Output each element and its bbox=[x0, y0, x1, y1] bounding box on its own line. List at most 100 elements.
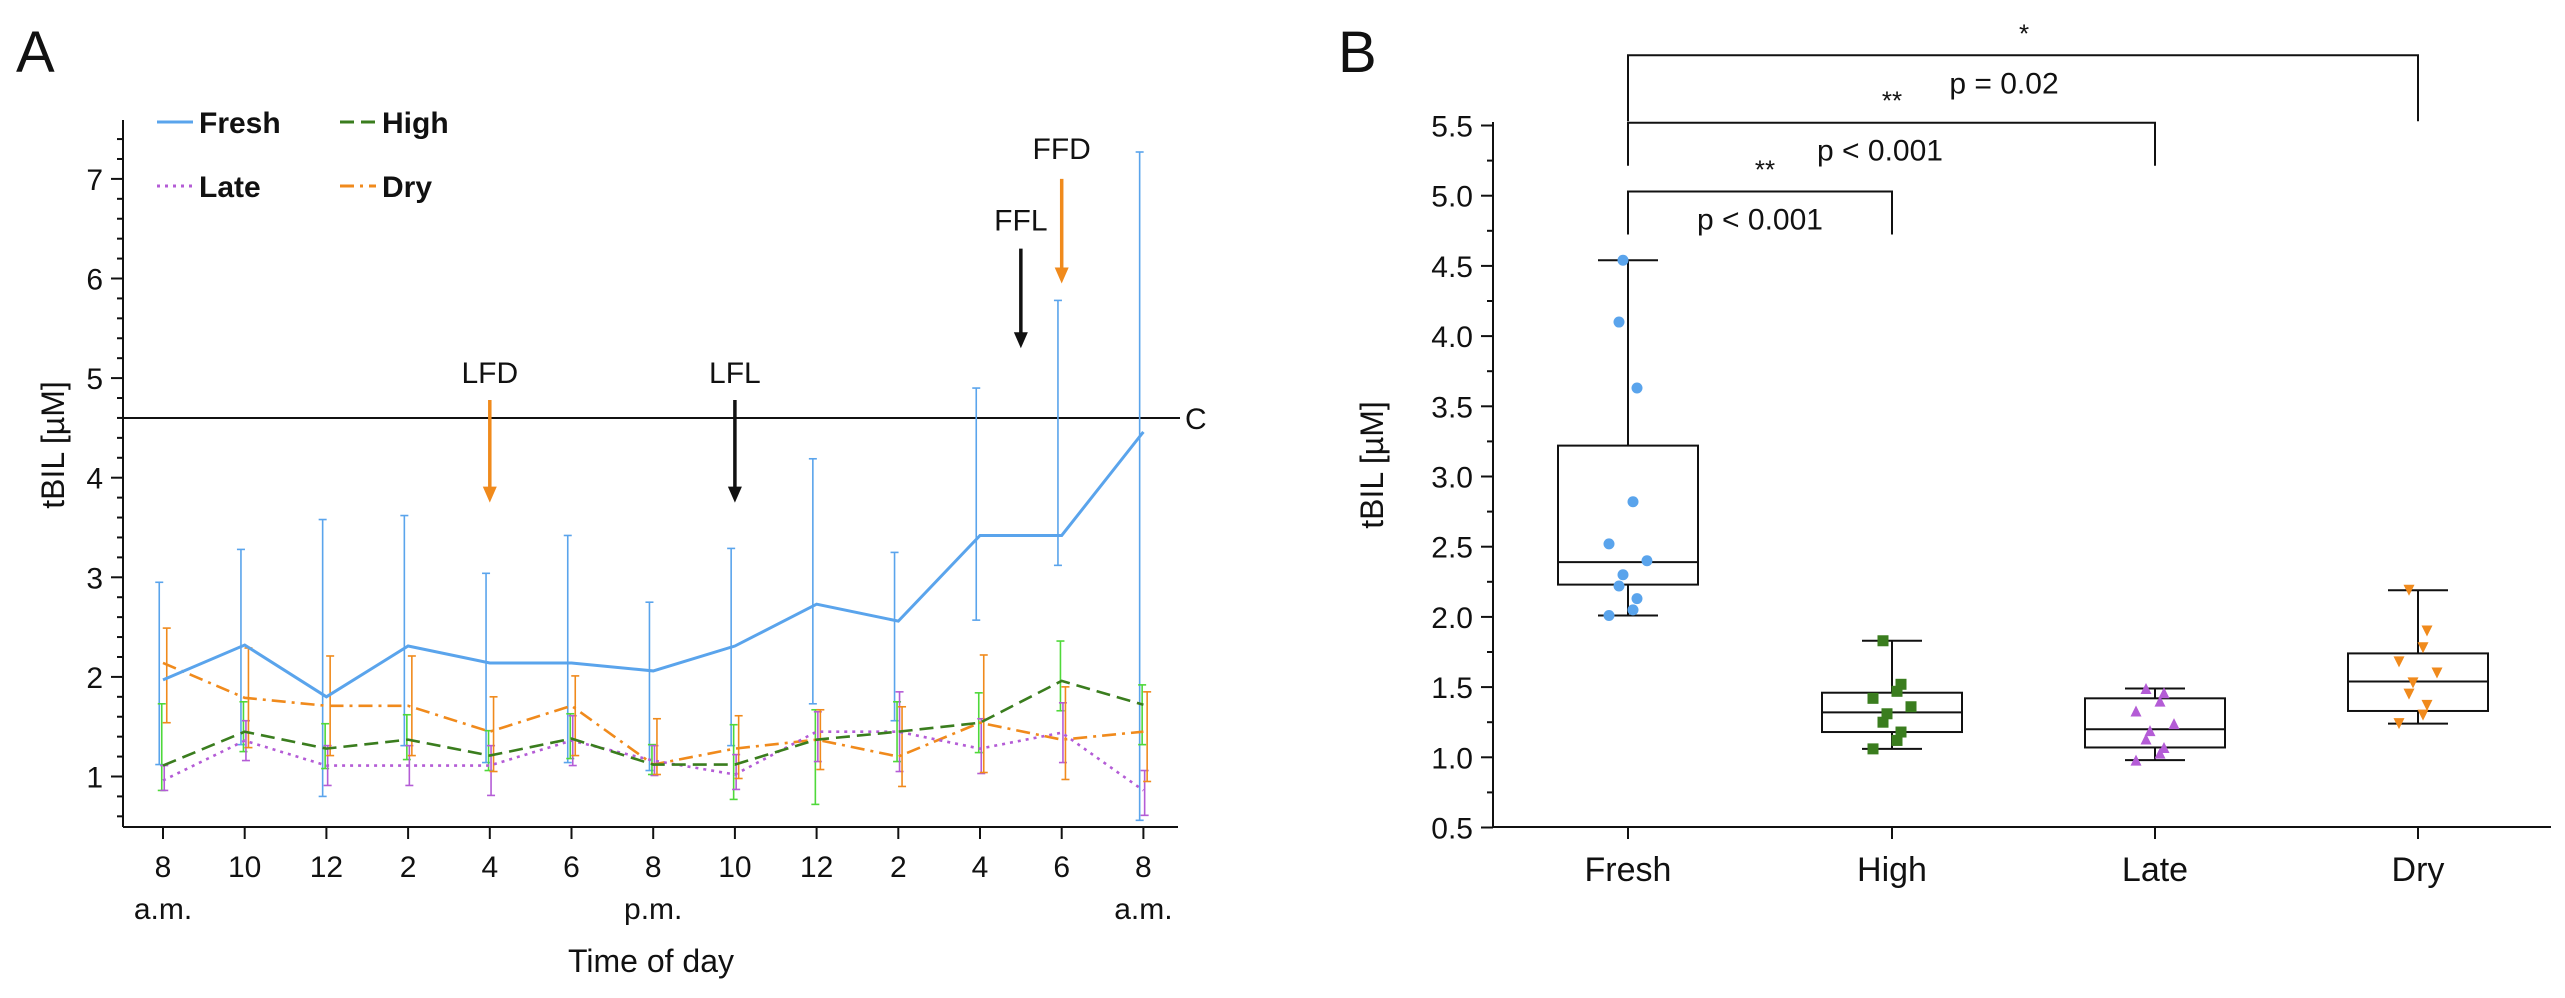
panel-a-legend: Fresh High Late Dry bbox=[157, 107, 449, 204]
panel-a-reference-line: C bbox=[123, 403, 1207, 436]
y-tick-label: 3 bbox=[86, 562, 103, 595]
y-tick-label: 5.5 bbox=[1431, 111, 1473, 144]
y-tick-label: 4.5 bbox=[1431, 251, 1473, 284]
series-line-late bbox=[162, 730, 1145, 792]
annotation-arrow-head bbox=[1013, 332, 1028, 349]
legend-label-fresh: Fresh bbox=[199, 107, 281, 140]
x-tick-label: 8 bbox=[155, 851, 172, 884]
y-tick-label: 1.5 bbox=[1431, 672, 1473, 705]
y-tick-label: 1.0 bbox=[1431, 742, 1473, 775]
x-tick-label: 12 bbox=[800, 851, 833, 884]
box-iqr bbox=[2084, 697, 2226, 749]
data-point bbox=[2403, 584, 2415, 596]
data-point bbox=[1613, 316, 1625, 328]
x-tick-sublabel: a.m. bbox=[1114, 893, 1172, 926]
data-point bbox=[2154, 695, 2166, 707]
data-point bbox=[1603, 538, 1615, 550]
box-fresh bbox=[1557, 254, 1699, 621]
x-tick-label: 12 bbox=[310, 851, 343, 884]
x-tick-label: Dry bbox=[2392, 851, 2445, 889]
x-tick-label: 10 bbox=[228, 851, 261, 884]
panel-b-y-axis-label: tBIL [µM] bbox=[1354, 401, 1390, 529]
x-tick-label: 4 bbox=[481, 851, 498, 884]
x-tick-label: 2 bbox=[890, 851, 907, 884]
x-tick-label: 2 bbox=[400, 851, 417, 884]
y-tick-label: 6 bbox=[86, 264, 103, 297]
data-point bbox=[1877, 716, 1889, 728]
data-point bbox=[1891, 685, 1903, 697]
significance-bracket bbox=[1627, 190, 1893, 235]
data-point bbox=[2417, 642, 2429, 654]
annotation-label-lfd: LFD bbox=[461, 357, 518, 390]
data-point bbox=[1603, 609, 1615, 621]
data-point bbox=[2154, 747, 2166, 759]
x-tick-label: High bbox=[1857, 851, 1927, 889]
x-tick-label: 4 bbox=[972, 851, 989, 884]
panel-a-annotations: LFD LFL FFL FFD bbox=[461, 133, 1091, 503]
panel-b-boxes bbox=[1557, 254, 2489, 766]
data-point bbox=[2421, 625, 2433, 637]
panel-a-x-axis-label: Time of day bbox=[568, 943, 734, 979]
data-point bbox=[1613, 580, 1625, 592]
box-high bbox=[1821, 635, 1963, 755]
data-point bbox=[2393, 656, 2405, 668]
y-tick-label: 3.5 bbox=[1431, 391, 1473, 424]
panel-b-axes: 0.5 1.0 1.5 2.0 2.5 3.0 3.5 4.0 4.5 5.0 5.5 Fresh Hi… bbox=[1431, 111, 2551, 889]
x-tick-label: 6 bbox=[563, 851, 580, 884]
y-tick-label: 3.0 bbox=[1431, 462, 1473, 495]
annotation-arrow-head bbox=[1054, 267, 1069, 284]
x-tick-label: 6 bbox=[1053, 851, 1070, 884]
data-point bbox=[1641, 555, 1653, 567]
x-tick-sublabel: a.m. bbox=[134, 893, 192, 926]
annotation-label-ffl: FFL bbox=[994, 205, 1047, 238]
x-tick-label: Late bbox=[2122, 851, 2188, 889]
data-point bbox=[2158, 741, 2170, 753]
data-point bbox=[2393, 718, 2405, 730]
significance-p-value: p < 0.001 bbox=[1817, 135, 1943, 168]
data-point bbox=[1631, 593, 1643, 605]
x-tick-label: Fresh bbox=[1585, 851, 1672, 889]
data-point bbox=[2421, 699, 2433, 711]
panel-a-error-bars bbox=[155, 151, 1152, 822]
data-point bbox=[2130, 705, 2142, 717]
box-iqr bbox=[1557, 444, 1699, 586]
box-late bbox=[2084, 683, 2226, 766]
significance-stars: * bbox=[2019, 18, 2029, 48]
significance-stars: ** bbox=[1755, 154, 1775, 184]
data-point bbox=[2407, 677, 2419, 689]
panel-b: B 0.5 1.0 1.5 2.0 2.5 3.0 3.5 4.0 4.5 5.0 5.5 Fresh… bbox=[1338, 18, 2551, 889]
significance-bracket bbox=[1627, 54, 2419, 122]
y-tick-label: 1 bbox=[86, 762, 103, 795]
annotation-label-ffd: FFD bbox=[1033, 133, 1091, 166]
data-point bbox=[1877, 635, 1889, 647]
data-point bbox=[1881, 708, 1893, 720]
data-point bbox=[1895, 726, 1907, 738]
x-tick-sublabel: p.m. bbox=[624, 893, 682, 926]
x-tick-label: 10 bbox=[718, 851, 751, 884]
data-point bbox=[1895, 678, 1907, 690]
x-tick-label: 8 bbox=[645, 851, 662, 884]
legend-label-dry: Dry bbox=[382, 171, 432, 204]
y-tick-label: 2 bbox=[86, 662, 103, 695]
data-point bbox=[2144, 725, 2156, 737]
data-point bbox=[1867, 743, 1879, 755]
reference-line-label: C bbox=[1185, 403, 1207, 436]
y-tick-label: 4.0 bbox=[1431, 321, 1473, 354]
series-line-high bbox=[162, 679, 1144, 767]
series-line-fresh bbox=[162, 430, 1145, 699]
data-point bbox=[1617, 569, 1629, 581]
legend-label-late: Late bbox=[199, 171, 261, 204]
y-tick-label: 2.5 bbox=[1431, 532, 1473, 565]
data-point bbox=[1627, 604, 1639, 616]
data-point bbox=[1867, 692, 1879, 704]
data-point bbox=[2140, 733, 2152, 745]
data-point bbox=[1631, 382, 1643, 394]
panel-a-label: A bbox=[16, 20, 55, 85]
data-point bbox=[1891, 734, 1903, 746]
panel-b-label: B bbox=[1338, 20, 1377, 85]
data-point bbox=[1627, 496, 1639, 508]
data-point bbox=[2130, 754, 2142, 766]
